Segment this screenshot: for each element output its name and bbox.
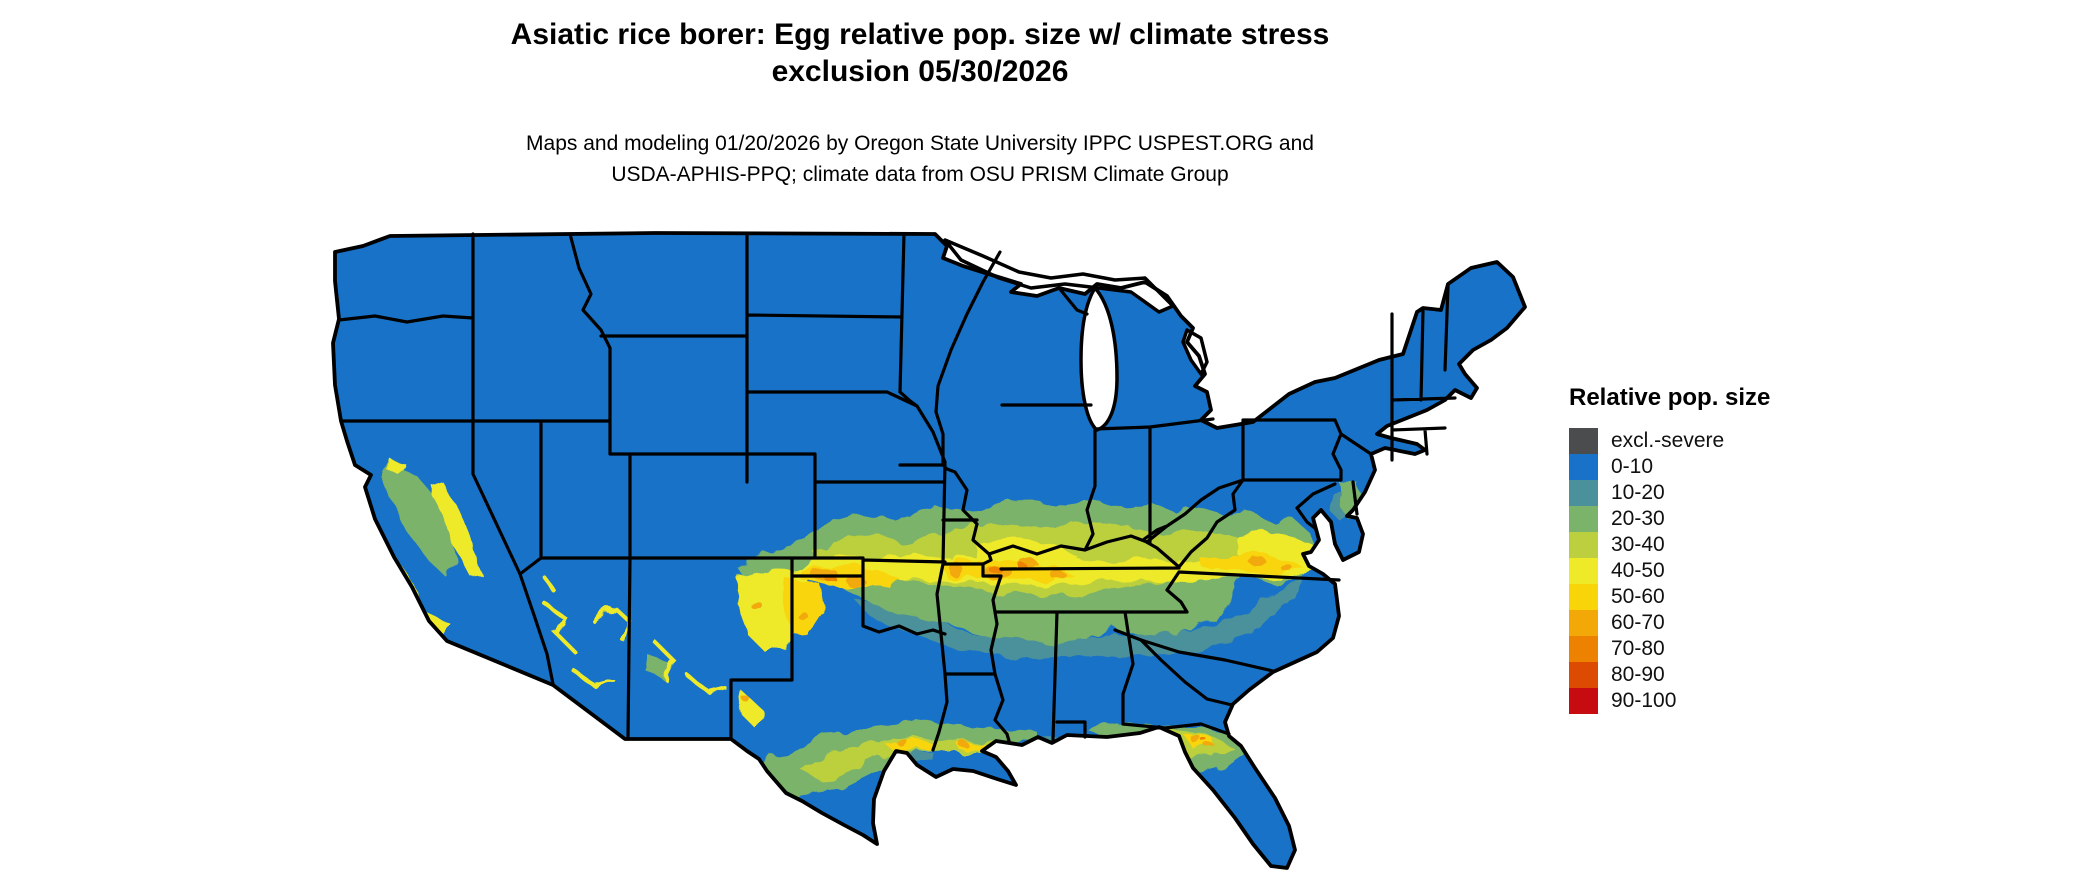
legend-item-label: 40-50 [1611,559,1665,582]
legend-swatch [1569,480,1598,506]
legend-swatch [1569,506,1598,532]
legend-item: 0-10 [1569,454,1849,480]
legend-items: excl.-severe 0-10 10-20 20-30 30-40 40-5… [1569,428,1849,714]
legend-item: 90-100 [1569,688,1849,714]
legend-item-label: 70-80 [1611,637,1665,660]
legend-item: 40-50 [1569,558,1849,584]
legend-item: 80-90 [1569,662,1849,688]
legend-swatch [1569,662,1598,688]
legend-item-label: 10-20 [1611,481,1665,504]
map-title-line2: exclusion 05/30/2026 [771,55,1069,88]
state-borders [337,232,1457,752]
legend-swatch [1569,454,1598,480]
map-title-line1: Asiatic rice borer: Egg relative pop. si… [510,18,1330,51]
us-outline [331,231,1527,870]
legend-swatch [1569,688,1598,714]
legend-swatch [1569,558,1598,584]
legend-item-label: 20-30 [1611,507,1665,530]
map-title: Asiatic rice borer: Egg relative pop. si… [295,16,1545,90]
legend-item: excl.-severe [1569,428,1849,454]
legend-swatch [1569,610,1598,636]
map-raster-layers [333,233,1525,868]
map-subtitle-line1: Maps and modeling 01/20/2026 by Oregon S… [526,132,1314,155]
legend-item-label: 50-60 [1611,585,1665,608]
legend-swatch [1569,584,1598,610]
legend-item: 20-30 [1569,506,1849,532]
map-subtitle: Maps and modeling 01/20/2026 by Oregon S… [245,128,1595,190]
legend-swatch [1569,428,1598,454]
us-map-svg [331,231,1527,870]
legend: Relative pop. size excl.-severe 0-10 10-… [1569,384,1849,714]
legend-item: 30-40 [1569,532,1849,558]
map-subtitle-line2: USDA-APHIS-PPQ; climate data from OSU PR… [611,163,1229,186]
legend-item-label: 80-90 [1611,663,1665,686]
legend-item-label: 0-10 [1611,455,1654,478]
legend-item: 10-20 [1569,480,1849,506]
legend-swatch [1569,636,1598,662]
legend-item: 70-80 [1569,636,1849,662]
legend-item-label: 30-40 [1611,533,1665,556]
legend-item: 50-60 [1569,584,1849,610]
legend-item-label: excl.-severe [1611,429,1725,452]
us-map [295,222,1545,892]
legend-swatch [1569,532,1598,558]
legend-item-label: 90-100 [1611,689,1677,712]
legend-item-label: 60-70 [1611,611,1665,634]
legend-item: 60-70 [1569,610,1849,636]
legend-title: Relative pop. size [1569,384,1771,411]
